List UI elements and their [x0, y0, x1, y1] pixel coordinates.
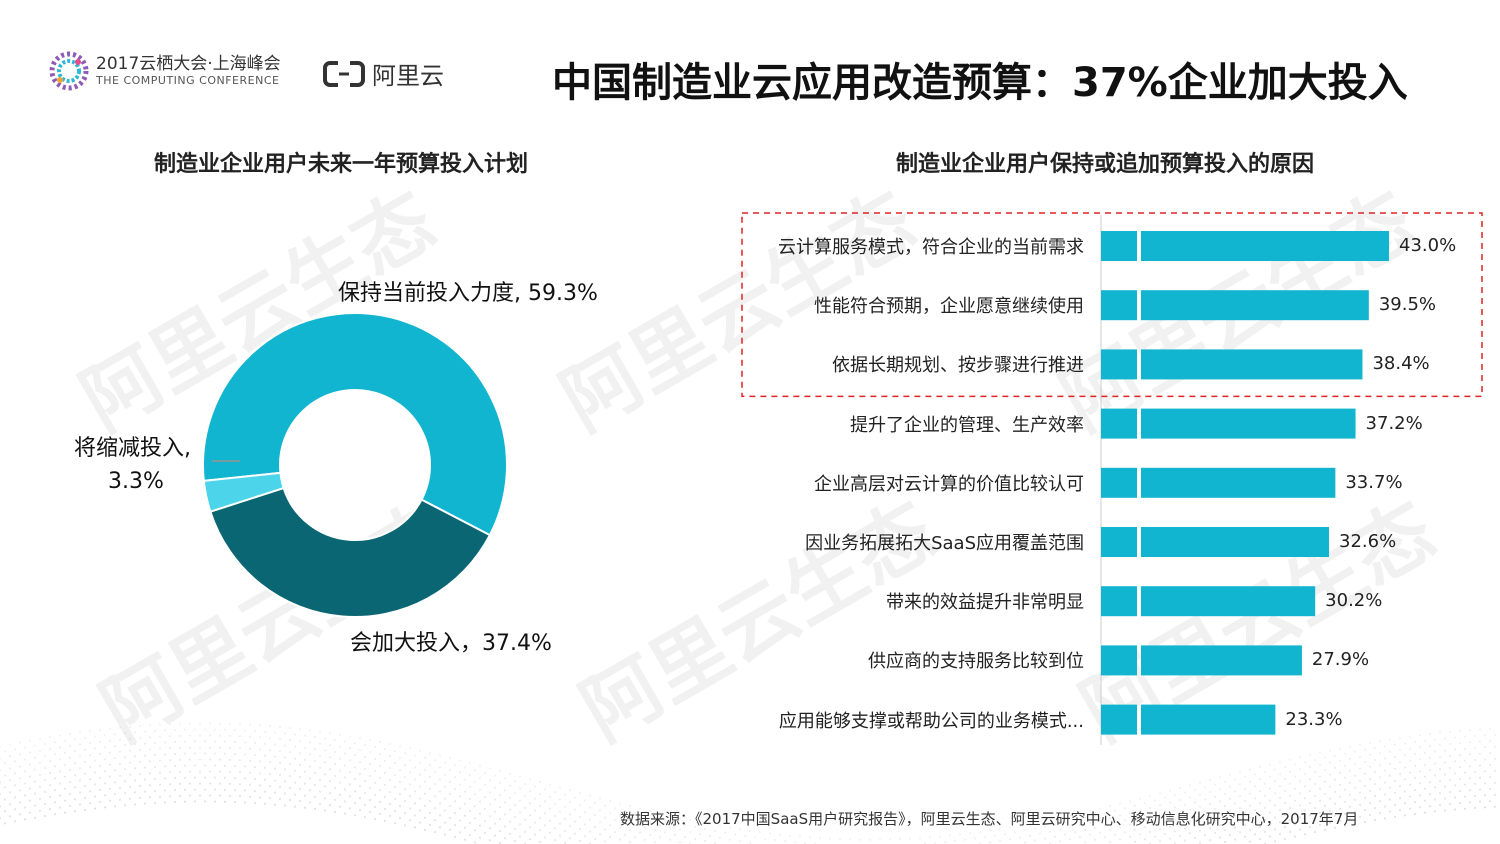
bar-lead-segment	[1101, 704, 1137, 735]
bar	[1141, 408, 1356, 439]
bar	[1141, 527, 1330, 557]
bar-category-label: 性能符合预期，企业愿意继续使用	[814, 296, 1084, 318]
bar-lead-segment	[1101, 527, 1137, 557]
donut-label-increase: 会加大投入，37.4%	[350, 631, 552, 656]
donut-slice-increase	[209, 486, 492, 618]
bar-category-label: 带来的效益提升非常明显	[886, 592, 1084, 614]
bar-category-label: 云计算服务模式，符合企业的当前需求	[778, 237, 1084, 258]
bar-category-label: 因业务拓展拓大SaaS应用覆盖范围	[805, 533, 1084, 554]
bar-lead-segment	[1101, 586, 1137, 617]
bar-lead-segment	[1101, 467, 1137, 498]
bar-category-label: 提升了企业的管理、生产效率	[850, 414, 1084, 436]
bar-value-label: 32.6%	[1339, 531, 1397, 552]
bar	[1141, 290, 1369, 321]
conference-dots-icon	[49, 51, 89, 91]
conference-subtitle: THE COMPUTING CONFERENCE	[96, 74, 280, 87]
aliyun-brand-text: 阿里云	[372, 62, 444, 90]
bar-lead-segment	[1101, 645, 1137, 676]
page-title: 中国制造业云应用改造预算：37%企业加大投入	[552, 60, 1408, 106]
donut-slice-decrease	[202, 471, 285, 513]
donut-label-decrease-line1: 将缩减投入,	[74, 436, 191, 461]
bar	[1141, 704, 1276, 735]
bar-value-label: 43.0%	[1399, 235, 1457, 256]
bar-lead-segment	[1101, 349, 1137, 380]
bar-category-label: 应用能够支撑或帮助公司的业务模式...	[778, 710, 1084, 732]
bar-lead-segment	[1101, 290, 1137, 321]
conference-logo: 2017云栖大会·上海峰会 THE COMPUTING CONFERENCE	[48, 50, 281, 92]
bar-category-label: 供应商的支持服务比较到位	[868, 651, 1084, 673]
bar-chart-title: 制造业企业用户保持或追加预算投入的原因	[896, 152, 1315, 177]
bar-value-label: 33.7%	[1345, 471, 1403, 493]
donut-slice-maintain	[202, 312, 508, 537]
bar-lead-segment	[1101, 231, 1137, 261]
aliyun-bracket-icon	[323, 60, 365, 87]
bar-value-label: 38.4%	[1372, 353, 1430, 375]
bar-value-label: 39.5%	[1378, 294, 1436, 316]
donut-label-decrease-line2: 3.3%	[108, 469, 164, 494]
conference-name: 2017云栖大会·上海峰会	[96, 54, 281, 74]
bar-category-label: 依据长期规划、按步骤进行推进	[832, 355, 1084, 377]
aliyun-logo: 阿里云	[322, 56, 444, 91]
bar-value-label: 23.3%	[1285, 708, 1343, 730]
data-source-note: 数据来源：《2017中国SaaS用户研究报告》，阿里云生态、阿里云研究中心、移动…	[620, 810, 1359, 828]
donut-chart-title: 制造业企业用户未来一年预算投入计划	[154, 152, 529, 177]
bar	[1141, 645, 1302, 676]
bar-value-label: 37.2%	[1365, 412, 1423, 434]
bar-lead-segment	[1101, 408, 1137, 439]
bar	[1141, 231, 1389, 261]
donut-label-maintain: 保持当前投入力度, 59.3%	[338, 281, 598, 306]
bar-value-label: 30.2%	[1325, 590, 1383, 612]
bar	[1141, 349, 1363, 380]
bar-value-label: 27.9%	[1311, 649, 1370, 671]
bar-category-label: 企业高层对云计算的价值比较认可	[814, 473, 1084, 495]
bar	[1141, 586, 1316, 617]
bar	[1141, 467, 1336, 498]
